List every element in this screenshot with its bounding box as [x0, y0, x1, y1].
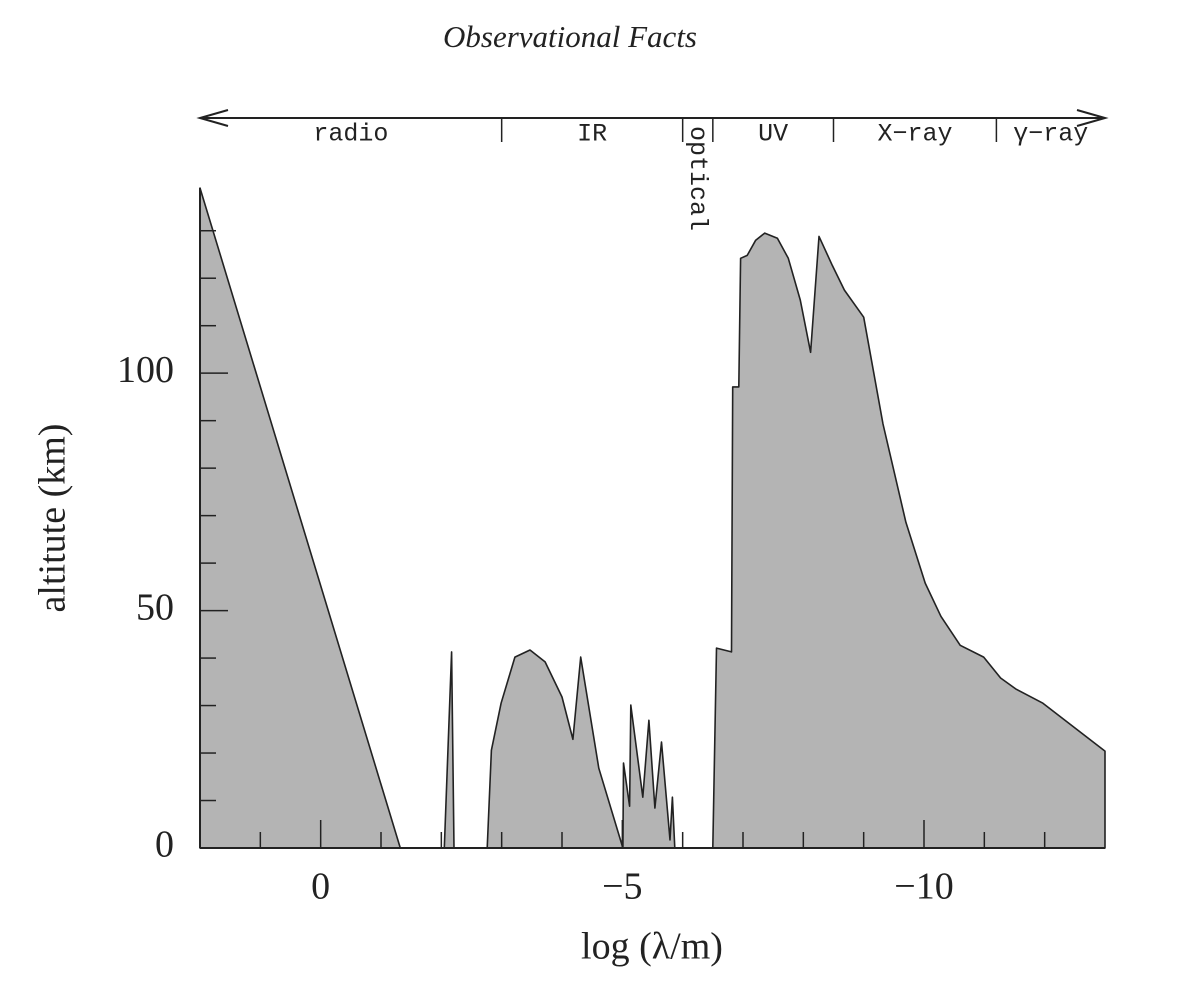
area: [199, 187, 1106, 849]
band-label: γ−ray: [1013, 120, 1088, 149]
x-tick-label: −5: [602, 866, 642, 908]
band-label: X−ray: [877, 120, 952, 149]
chart-title: Observational Facts: [443, 19, 697, 54]
y-tick-label: 0: [155, 824, 174, 866]
x-axis-label: log (λ/m): [581, 926, 723, 968]
band-label: optical: [683, 126, 712, 231]
x-tick-label: −10: [894, 866, 953, 908]
band-label: radio: [313, 120, 388, 149]
band-label: UV: [758, 120, 788, 149]
y-axis-label: altitute (km): [32, 424, 74, 613]
y-tick-label: 50: [136, 586, 174, 628]
x-tick-label: 0: [311, 866, 330, 908]
y-tick-label: 100: [117, 349, 174, 391]
band-arrow: [196, 109, 1109, 127]
band-label: IR: [577, 120, 607, 149]
